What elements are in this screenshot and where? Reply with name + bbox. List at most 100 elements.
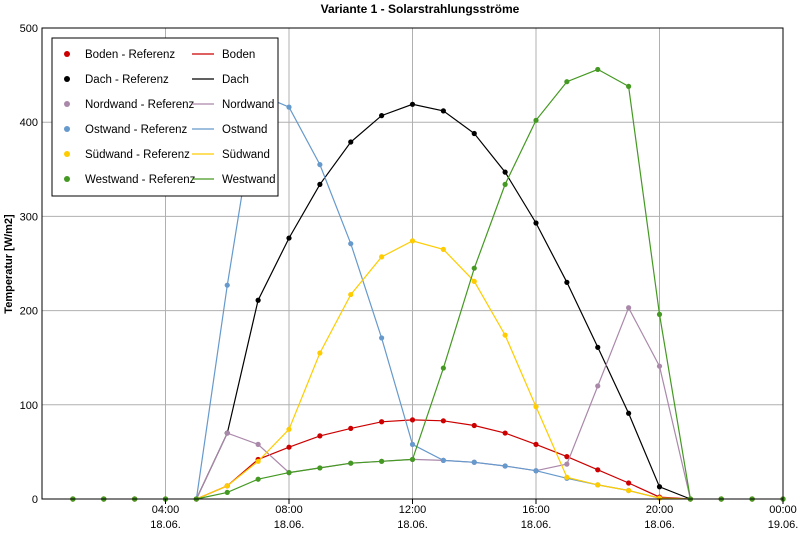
legend-marker-4 [64, 151, 70, 157]
reference-point-1 [255, 297, 261, 303]
reference-point-5 [440, 365, 446, 371]
reference-point-1 [564, 279, 570, 285]
legend-label-4: Südwand [222, 149, 270, 161]
reference-point-5 [533, 117, 539, 123]
reference-point-0 [317, 433, 323, 439]
y-tick-label-1: 100 [20, 400, 38, 412]
x-tick-time-4: 20:00 [646, 504, 674, 516]
y-tick-label-2: 200 [20, 306, 38, 318]
reference-point-5 [348, 460, 354, 466]
reference-point-0 [595, 467, 601, 473]
legend-marker-0 [64, 51, 70, 57]
reference-point-0 [564, 454, 570, 460]
reference-point-0 [533, 441, 539, 447]
reference-point-3 [502, 463, 508, 469]
reference-point-3 [286, 104, 292, 110]
legend-marker-1 [64, 76, 70, 82]
legend-label-1: Dach [222, 74, 249, 86]
reference-point-1 [656, 484, 663, 490]
legend-ref-label-2: Nordwand - Referenz [85, 99, 195, 111]
y-tick-label-3: 300 [20, 211, 38, 223]
reference-point-3 [348, 241, 354, 247]
reference-point-5 [379, 458, 385, 464]
legend-ref-label-4: Südwand - Referenz [85, 149, 190, 161]
y-tick-label-4: 400 [20, 117, 38, 129]
legend-ref-label-5: Westwand - Referenz [85, 174, 196, 186]
legend-label-3: Ostwand [222, 124, 267, 136]
reference-point-4 [440, 246, 446, 252]
reference-point-4 [626, 487, 632, 494]
reference-point-0 [348, 425, 354, 431]
y-axis-label: Temperatur [W/m2] [3, 214, 15, 314]
reference-point-4 [224, 483, 230, 489]
x-tick-date-3: 18.06. [521, 519, 552, 531]
reference-point-3 [533, 468, 539, 474]
reference-point-5 [409, 456, 416, 463]
reference-point-1 [626, 410, 632, 416]
reference-point-3 [440, 457, 446, 463]
legend-ref-label-1: Dach - Referenz [85, 74, 169, 86]
reference-point-5 [317, 465, 323, 471]
legend-box [51, 37, 279, 197]
reference-point-1 [502, 169, 508, 175]
plot-frame [41, 27, 784, 500]
reference-point-1 [533, 220, 539, 226]
reference-point-3 [317, 161, 323, 168]
x-tick-time-3: 16:00 [522, 504, 550, 516]
legend-ref-label-0: Boden - Referenz [85, 49, 175, 61]
reference-point-5 [255, 476, 261, 482]
reference-point-2 [626, 305, 632, 311]
reference-point-2 [224, 430, 230, 436]
x-tick-time-0: 04:00 [152, 504, 180, 516]
chart-title: Variante 1 - Solarstrahlungsströme [321, 2, 520, 16]
reference-point-3 [379, 335, 385, 341]
reference-point-4 [471, 278, 477, 284]
reference-point-4 [286, 426, 292, 432]
reference-point-3 [471, 459, 477, 465]
reference-point-4 [502, 332, 508, 338]
legend-label-2: Nordwand [222, 99, 274, 111]
x-tick-time-1: 08:00 [275, 504, 303, 516]
legend-ref-label-3: Ostwand - Referenz [85, 124, 188, 136]
legend-label-0: Boden [222, 49, 255, 61]
reference-point-4 [533, 404, 539, 410]
legend-marker-5 [64, 176, 70, 182]
reference-point-1 [348, 139, 354, 145]
x-tick-date-5: 19.06. [768, 519, 799, 531]
x-tick-date-4: 18.06. [644, 519, 675, 531]
reference-point-4 [409, 238, 416, 244]
x-tick-date-2: 18.06. [397, 519, 428, 531]
reference-point-2 [255, 441, 261, 447]
reference-point-1 [409, 101, 416, 107]
reference-point-4 [379, 254, 385, 260]
reference-point-5 [656, 311, 663, 317]
reference-point-5 [502, 181, 508, 187]
reference-point-0 [440, 418, 446, 424]
reference-point-3 [409, 441, 416, 447]
x-tick-time-5: 00:00 [769, 504, 797, 516]
reference-point-1 [317, 181, 323, 187]
reference-point-5 [626, 83, 632, 90]
reference-point-0 [502, 430, 508, 436]
y-tick-label-5: 500 [20, 23, 38, 35]
reference-point-1 [379, 113, 385, 119]
reference-point-5 [286, 470, 292, 476]
legend-marker-3 [64, 126, 70, 132]
reference-point-4 [564, 474, 570, 480]
reference-point-0 [626, 480, 632, 486]
reference-point-3 [224, 282, 230, 288]
x-tick-date-1: 18.06. [274, 519, 305, 531]
reference-point-1 [286, 235, 292, 241]
reference-point-0 [379, 419, 385, 425]
x-tick-date-0: 18.06. [150, 519, 181, 531]
reference-point-5 [471, 265, 477, 271]
y-tick-label-0: 0 [32, 494, 38, 506]
reference-point-0 [286, 444, 292, 450]
reference-point-4 [595, 482, 601, 488]
legend-label-5: Westwand [222, 174, 275, 186]
axes: 0 100 200 300 400 500 04:00 18.06. 08:00 18.06. 12… [20, 23, 799, 531]
reference-point-1 [595, 344, 601, 350]
reference-point-5 [564, 79, 570, 85]
reference-point-1 [471, 130, 477, 137]
